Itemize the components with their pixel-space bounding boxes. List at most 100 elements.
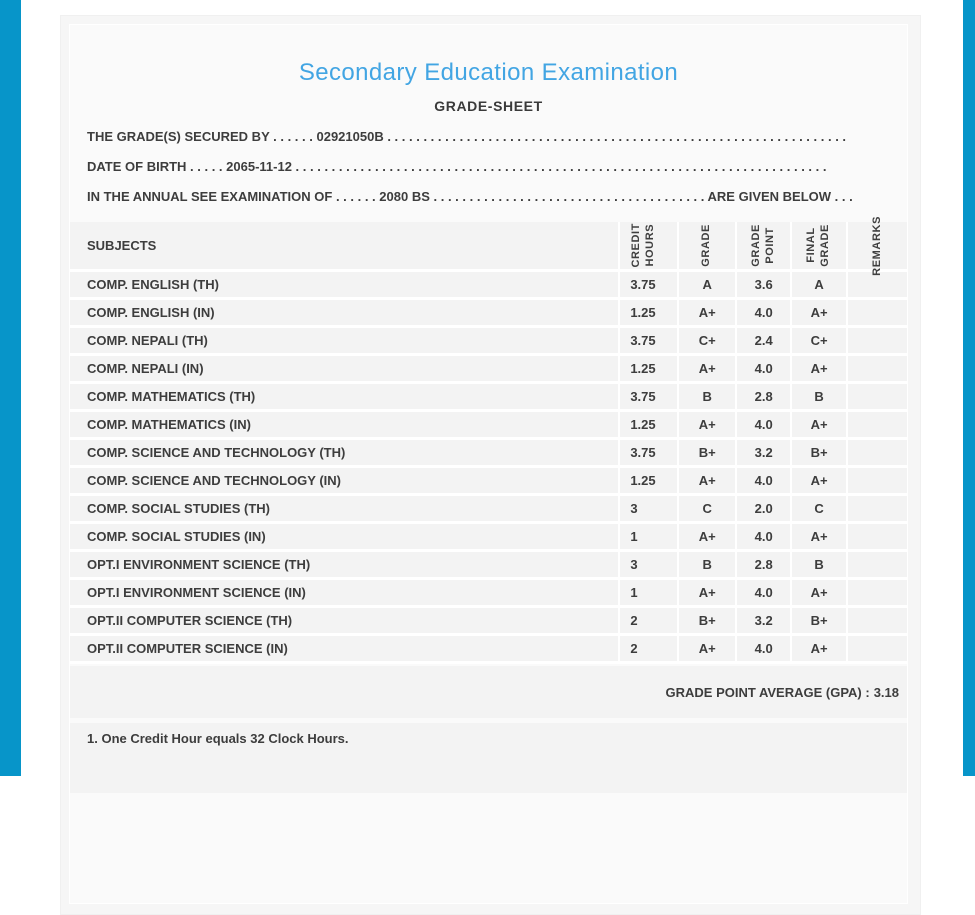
grades-table-header: SUBJECTS CREDIT HOURS GRADE GRADE POINT …: [70, 216, 907, 275]
remarks-cell: [846, 412, 907, 437]
grade-point-cell: 4.0: [735, 636, 790, 661]
credit-hours-cell: 2: [618, 636, 677, 661]
header-final-grade-label: FINAL GRADE: [805, 224, 832, 267]
examination-year-line: IN THE ANNUAL SEE EXAMINATION OF . . . .…: [87, 189, 897, 205]
grade-point-cell: 4.0: [735, 468, 790, 493]
credit-hours-cell: 3.75: [618, 272, 677, 297]
grade-cell: A+: [677, 300, 735, 325]
final-grade-cell: A+: [790, 300, 846, 325]
subject-cell: COMP. NEPALI (IN): [87, 361, 204, 376]
symbol-number-value: 02921050B: [316, 129, 384, 144]
subject-cell: COMP. MATHEMATICS (IN): [87, 417, 251, 432]
gpa-label: GRADE POINT AVERAGE (GPA) :: [665, 684, 870, 700]
header-final-grade: FINAL GRADE: [790, 222, 846, 269]
final-grade-cell: A+: [790, 468, 846, 493]
dotted-leader: . . . . . . . . . . . . . . . . . . . . …: [383, 129, 847, 144]
dotted-leader: . . . . . . . . . . . . . . . . . . . . …: [291, 159, 827, 174]
dotted-leader: . . .: [831, 189, 853, 204]
table-row: COMP. MATHEMATICS (IN) 1.25 A+ 4.0 A+: [70, 412, 907, 440]
grade-point-cell: 3.2: [735, 608, 790, 633]
table-row: OPT.I ENVIRONMENT SCIENCE (IN) 1 A+ 4.0 …: [70, 580, 907, 608]
final-grade-cell: A+: [790, 524, 846, 549]
gpa-summary-row: GRADE POINT AVERAGE (GPA) : 3.18: [70, 666, 907, 718]
remarks-cell: [846, 300, 907, 325]
credit-hours-cell: 3.75: [618, 440, 677, 465]
table-row: COMP. SCIENCE AND TECHNOLOGY (IN) 1.25 A…: [70, 468, 907, 496]
final-grade-cell: B+: [790, 440, 846, 465]
credit-hours-cell: 1.25: [618, 356, 677, 381]
subject-cell: OPT.I ENVIRONMENT SCIENCE (TH): [87, 557, 311, 572]
grade-point-cell: 2.0: [735, 496, 790, 521]
examination-year-value: 2080 BS: [379, 189, 430, 204]
remarks-cell: [846, 468, 907, 493]
right-accent-strip: [963, 0, 975, 776]
credit-hours-cell: 1: [618, 524, 677, 549]
remarks-cell: [846, 552, 907, 577]
grade-cell: A+: [677, 356, 735, 381]
left-accent-strip: [0, 0, 21, 776]
subject-cell: OPT.II COMPUTER SCIENCE (TH): [87, 613, 293, 628]
header-grade-label: GRADE: [700, 224, 713, 267]
grades-table: SUBJECTS CREDIT HOURS GRADE GRADE POINT …: [70, 216, 907, 664]
grade-point-cell: 4.0: [735, 524, 790, 549]
credit-hours-cell: 1: [618, 580, 677, 605]
grade-cell: C: [677, 496, 735, 521]
final-grade-cell: C+: [790, 328, 846, 353]
credit-hours-cell: 1.25: [618, 468, 677, 493]
grade-cell: A+: [677, 524, 735, 549]
grade-cell: A+: [677, 412, 735, 437]
subject-cell: COMP. SCIENCE AND TECHNOLOGY (IN): [87, 473, 342, 488]
credit-hours-cell: 3: [618, 552, 677, 577]
table-row: OPT.II COMPUTER SCIENCE (TH) 2 B+ 3.2 B+: [70, 608, 907, 636]
final-grade-cell: A+: [790, 412, 846, 437]
subject-cell: COMP. ENGLISH (IN): [87, 305, 215, 320]
final-grade-cell: B: [790, 384, 846, 409]
header-grade-point: GRADE POINT: [735, 222, 790, 269]
grade-point-cell: 2.8: [735, 552, 790, 577]
final-grade-cell: B: [790, 552, 846, 577]
grade-point-cell: 4.0: [735, 412, 790, 437]
remarks-cell: [846, 440, 907, 465]
footnote-credit-hour: 1. One Credit Hour equals 32 Clock Hours…: [87, 731, 349, 746]
grade-cell: B+: [677, 608, 735, 633]
credit-hours-cell: 3.75: [618, 328, 677, 353]
table-row: COMP. SOCIAL STUDIES (IN) 1 A+ 4.0 A+: [70, 524, 907, 552]
credit-hours-cell: 3: [618, 496, 677, 521]
subject-cell: COMP. MATHEMATICS (TH): [87, 389, 256, 404]
grade-point-cell: 3.6: [735, 272, 790, 297]
remarks-cell: [846, 496, 907, 521]
table-row: COMP. MATHEMATICS (TH) 3.75 B 2.8 B: [70, 384, 907, 412]
grade-point-cell: 2.4: [735, 328, 790, 353]
header-remarks: REMARKS: [846, 216, 907, 275]
table-row: COMP. NEPALI (TH) 3.75 C+ 2.4 C+: [70, 328, 907, 356]
footnotes-section: 1. One Credit Hour equals 32 Clock Hours…: [70, 723, 907, 793]
date-of-birth-value: 2065-11-12: [226, 159, 292, 174]
credit-hours-cell: 3.75: [618, 384, 677, 409]
final-grade-cell: A+: [790, 580, 846, 605]
remarks-cell: [846, 328, 907, 353]
remarks-cell: [846, 272, 907, 297]
remarks-cell: [846, 636, 907, 661]
dotted-leader: . . . . . .: [332, 189, 380, 204]
date-of-birth-line: DATE OF BIRTH . . . . . 2065-11-12 . . .…: [87, 159, 897, 175]
final-grade-cell: A+: [790, 636, 846, 661]
table-row: COMP. SCIENCE AND TECHNOLOGY (TH) 3.75 B…: [70, 440, 907, 468]
grade-cell: B: [677, 552, 735, 577]
final-grade-cell: A: [790, 272, 846, 297]
grade-point-cell: 3.2: [735, 440, 790, 465]
grade-point-cell: 4.0: [735, 580, 790, 605]
page-title: Secondary Education Examination: [298, 59, 679, 86]
subject-cell: COMP. SOCIAL STUDIES (IN): [87, 529, 266, 544]
examination-label: IN THE ANNUAL SEE EXAMINATION OF: [87, 189, 333, 204]
grade-cell: B: [677, 384, 735, 409]
grade-point-cell: 2.8: [735, 384, 790, 409]
header-grade-point-label: GRADE POINT: [749, 224, 776, 267]
header-subjects: SUBJECTS: [87, 238, 157, 253]
table-row: COMP. ENGLISH (IN) 1.25 A+ 4.0 A+: [70, 300, 907, 328]
final-grade-cell: A+: [790, 356, 846, 381]
subject-cell: OPT.II COMPUTER SCIENCE (IN): [87, 641, 288, 656]
header-remarks-label: REMARKS: [870, 215, 883, 276]
grades-secured-label: THE GRADE(S) SECURED BY: [87, 129, 270, 144]
table-row: OPT.I ENVIRONMENT SCIENCE (TH) 3 B 2.8 B: [70, 552, 907, 580]
are-given-below-text: ARE GIVEN BELOW: [707, 189, 832, 204]
